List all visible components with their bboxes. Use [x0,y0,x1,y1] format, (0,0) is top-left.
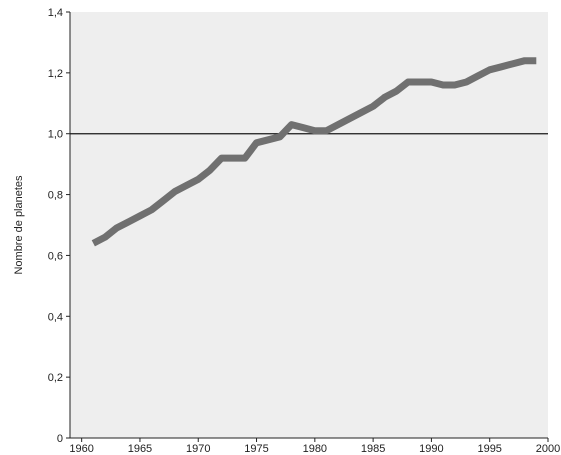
y-tick-label: 0,6 [48,250,63,262]
series-line [91,57,537,247]
y-axis-title: Nombre de planetes [13,175,25,275]
y-tick-label: 0,8 [48,190,63,202]
x-tick-label: 1990 [419,443,443,455]
x-tick-label: 1995 [477,443,501,455]
x-tick-label: 1985 [361,443,385,455]
x-axis-ticks: 1960 1965 1970 1975 1980 1985 1990 1995 2000 [69,438,560,455]
y-tick-label: 1,2 [48,68,63,80]
y-axis-ticks: 0 0,2 0,4 0,6 0,8 1,0 1,2 1,4 [48,7,70,445]
x-tick-label: 1965 [128,443,152,455]
x-tick-label: 1975 [244,443,268,455]
x-tick-label: 1960 [69,443,93,455]
y-tick-label: 0,4 [48,311,63,323]
x-tick-label: 1980 [303,443,327,455]
y-tick-label: 1,4 [48,7,63,19]
y-tick-label: 0,2 [48,372,63,384]
axes [69,12,548,439]
x-tick-label: 1970 [186,443,210,455]
y-tick-label: 0 [57,433,63,445]
x-tick-label: 2000 [536,443,560,455]
y-tick-label: 1,0 [48,129,63,141]
